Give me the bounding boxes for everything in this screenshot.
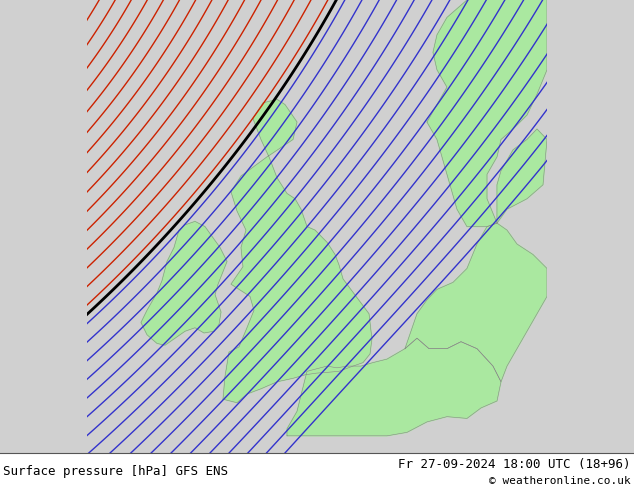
Polygon shape — [141, 221, 227, 345]
Text: Fr 27-09-2024 18:00 UTC (18+96): Fr 27-09-2024 18:00 UTC (18+96) — [398, 458, 631, 471]
Polygon shape — [427, 0, 547, 226]
Polygon shape — [497, 129, 547, 223]
Polygon shape — [405, 223, 547, 382]
Polygon shape — [223, 99, 372, 403]
Polygon shape — [287, 338, 501, 436]
Text: © weatheronline.co.uk: © weatheronline.co.uk — [489, 476, 631, 486]
Text: Surface pressure [hPa] GFS ENS: Surface pressure [hPa] GFS ENS — [3, 465, 228, 478]
